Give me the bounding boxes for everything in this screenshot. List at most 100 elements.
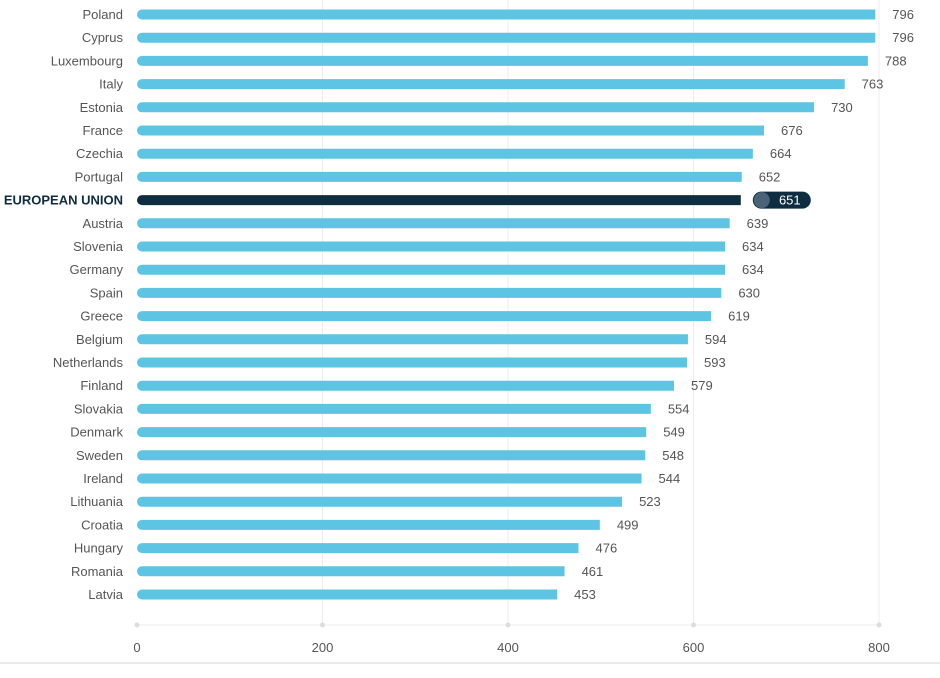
bar xyxy=(137,450,646,461)
value-label: 548 xyxy=(662,448,684,463)
value-label: 796 xyxy=(892,7,914,22)
bar-row: France 676 xyxy=(83,123,803,138)
bar-row: Austria 639 xyxy=(83,216,769,231)
value-label: 453 xyxy=(574,587,596,602)
category-label: Estonia xyxy=(80,100,124,115)
bar-row: Portugal 652 xyxy=(75,169,781,184)
value-label: 523 xyxy=(639,494,661,509)
bar xyxy=(137,357,688,368)
value-label: 676 xyxy=(781,123,803,138)
bar xyxy=(137,334,688,345)
value-label: 796 xyxy=(892,30,914,45)
bar-row: Netherlands 593 xyxy=(53,355,726,370)
bar-row: Ireland 544 xyxy=(83,471,680,486)
category-label: Romania xyxy=(71,564,124,579)
category-label: Latvia xyxy=(88,587,123,602)
bar xyxy=(137,55,868,66)
bar xyxy=(137,543,579,554)
value-label: 619 xyxy=(728,309,750,324)
tick-mark xyxy=(876,622,882,628)
bar xyxy=(137,496,623,507)
bar xyxy=(137,171,742,182)
bar xyxy=(137,102,815,113)
category-label: Slovakia xyxy=(74,401,124,416)
bar xyxy=(137,403,651,414)
bar xyxy=(137,380,675,391)
bar-row: Poland 796 xyxy=(83,7,914,22)
value-label: 476 xyxy=(595,541,617,556)
bar-row: Latvia 453 xyxy=(88,587,596,602)
value-label: 630 xyxy=(738,285,760,300)
x-axis: 0 200 400 600 800 xyxy=(133,622,890,655)
category-label: Croatia xyxy=(81,517,124,532)
category-label: Netherlands xyxy=(53,355,124,370)
bar-row-highlight: EUROPEAN UNION 651 xyxy=(4,191,811,209)
category-label: Poland xyxy=(83,7,123,22)
bar-row: Croatia 499 xyxy=(81,517,638,532)
category-label: Portugal xyxy=(75,169,124,184)
category-label: Cyprus xyxy=(82,30,124,45)
category-label: EUROPEAN UNION xyxy=(4,193,123,208)
value-label: 664 xyxy=(770,146,792,161)
bar-row: Luxembourg 788 xyxy=(51,53,907,68)
bar-row: Czechia 664 xyxy=(76,146,792,161)
bar xyxy=(137,195,741,206)
bar-row: Cyprus 796 xyxy=(82,30,914,45)
bar xyxy=(137,589,558,600)
category-label: Czechia xyxy=(76,146,124,161)
value-label: 549 xyxy=(663,425,685,440)
category-label: Finland xyxy=(80,378,123,393)
bar-row: Germany 634 xyxy=(70,262,764,277)
bar-row: Slovenia 634 xyxy=(73,239,764,254)
value-label: 499 xyxy=(617,517,639,532)
category-label: France xyxy=(83,123,123,138)
category-label: Italy xyxy=(99,77,123,92)
value-label: 544 xyxy=(659,471,681,486)
value-label: 639 xyxy=(747,216,769,231)
category-label: Slovenia xyxy=(73,239,124,254)
category-label: Denmark xyxy=(70,425,123,440)
value-label: 652 xyxy=(759,169,781,184)
bars: Poland 796 Cyprus 796 Luxembourg 788 Italy 763 E… xyxy=(4,7,914,602)
value-label: 763 xyxy=(862,77,884,92)
bar-row: Slovakia 554 xyxy=(74,401,690,416)
bar xyxy=(137,79,845,90)
x-tick-label: 200 xyxy=(312,640,334,655)
bar-row: Finland 579 xyxy=(80,378,712,393)
bar xyxy=(137,427,647,438)
x-tick-label: 800 xyxy=(868,640,890,655)
bar xyxy=(137,9,876,20)
category-label: Spain xyxy=(90,285,123,300)
x-tick-label: 400 xyxy=(497,640,519,655)
category-label: Austria xyxy=(83,216,124,231)
category-label: Belgium xyxy=(76,332,123,347)
value-label: 634 xyxy=(742,262,764,277)
bar-row: Sweden 548 xyxy=(76,448,684,463)
value-label: 579 xyxy=(691,378,713,393)
pill-knob xyxy=(753,192,770,209)
bar-row: Belgium 594 xyxy=(76,332,727,347)
value-label: 593 xyxy=(704,355,726,370)
x-tick-label: 600 xyxy=(683,640,705,655)
category-label: Ireland xyxy=(83,471,123,486)
bar xyxy=(137,125,764,136)
tick-mark xyxy=(134,622,140,628)
value-label: 788 xyxy=(885,53,907,68)
tick-mark xyxy=(320,622,325,628)
tick-mark xyxy=(691,622,696,628)
bar xyxy=(137,241,726,252)
bar-row: Estonia 730 xyxy=(80,100,853,115)
bar xyxy=(137,473,642,484)
bar-row: Hungary 476 xyxy=(74,541,617,556)
category-label: Greece xyxy=(80,309,123,324)
bar-row: Denmark 549 xyxy=(70,425,685,440)
category-label: Hungary xyxy=(74,541,124,556)
category-label: Sweden xyxy=(76,448,123,463)
value-label: 730 xyxy=(831,100,853,115)
bar xyxy=(137,148,753,159)
bar-row: Romania 461 xyxy=(71,564,603,579)
bar-row: Lithuania 523 xyxy=(70,494,661,509)
bar xyxy=(137,311,712,322)
bar-row: Greece 619 xyxy=(80,309,749,324)
